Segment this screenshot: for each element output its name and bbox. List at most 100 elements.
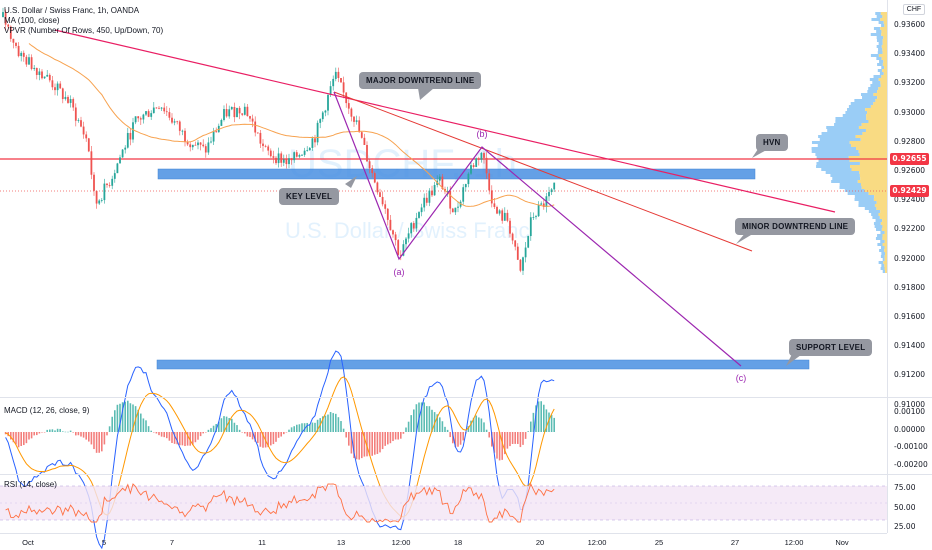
candle-body xyxy=(267,146,270,151)
macd-histogram-bar xyxy=(428,406,431,432)
panel-divider[interactable] xyxy=(0,474,932,475)
candle-body xyxy=(329,86,332,95)
legend-vpvr[interactable]: VPVR (Number Of Rows, 450, Up/Down, 70) xyxy=(4,26,164,35)
minor-downtrend-callout[interactable]: MINOR DOWNTREND LINE xyxy=(735,218,856,235)
candle-body xyxy=(12,38,15,43)
hvn-callout[interactable]: HVN xyxy=(756,134,788,151)
candle-body xyxy=(470,165,472,174)
volume-profile-up-bar xyxy=(816,165,851,168)
macd-histogram-bar xyxy=(85,432,87,440)
volume-profile-down-bar xyxy=(883,36,887,39)
macd-histogram-bar xyxy=(491,432,493,447)
volume-profile-down-bar xyxy=(881,45,887,48)
macd-histogram-bar xyxy=(322,416,324,432)
volume-profile-up-bar xyxy=(881,66,885,69)
legend-ma[interactable]: MA (100, close) xyxy=(4,16,60,25)
time-axis-tick: 12:00 xyxy=(587,538,607,547)
candle-body xyxy=(277,153,280,164)
volume-profile-up-bar xyxy=(880,246,885,249)
volume-profile-down-bar xyxy=(880,18,887,21)
price-axis-tick: 0.93200 xyxy=(894,78,926,88)
candle-body xyxy=(379,192,381,197)
macd-axis[interactable]: -0.00200 -0.00100 0.00000 0.00100 xyxy=(887,398,932,474)
legend-macd[interactable]: MACD (12, 26, close, 9) xyxy=(4,406,90,415)
rsi-axis[interactable]: 25.00 50.00 75.00 xyxy=(887,475,932,533)
macd-histogram-bar xyxy=(30,432,33,439)
volume-profile-down-bar xyxy=(885,270,887,273)
volume-profile-up-bar xyxy=(831,180,858,183)
moving-average-line xyxy=(28,43,555,207)
candle-body xyxy=(59,83,62,89)
currency-button[interactable]: CHF xyxy=(903,4,925,15)
volume-profile-down-bar xyxy=(878,213,887,216)
volume-profile-up-bar xyxy=(873,27,881,30)
macd-histogram-bar xyxy=(543,404,545,432)
candle-body xyxy=(95,190,98,204)
volume-profile-up-bar xyxy=(847,108,866,111)
volume-profile-up-bar xyxy=(873,75,882,78)
candle-body xyxy=(462,187,465,202)
macd-histogram-bar xyxy=(283,432,285,435)
volume-profile-down-bar xyxy=(884,249,887,252)
key-level-callout[interactable]: KEY LEVEL xyxy=(279,188,340,205)
time-axis-tick: 25 xyxy=(654,538,664,547)
rsi-axis-tick: 25.00 xyxy=(894,522,916,531)
volume-profile-up-bar xyxy=(845,111,868,114)
volume-profile-up-bar xyxy=(842,114,867,117)
candle-body xyxy=(64,96,67,100)
candle-body xyxy=(360,132,363,138)
volume-profile-down-bar xyxy=(878,87,887,90)
macd-histogram-bar xyxy=(517,432,519,444)
candle-body xyxy=(202,144,205,147)
volume-profile-up-bar xyxy=(869,78,879,81)
panel-divider[interactable] xyxy=(0,397,932,398)
legend-rsi[interactable]: RSI (14, close) xyxy=(4,480,57,489)
macd-histogram-bar xyxy=(298,424,301,432)
macd-histogram-bar xyxy=(530,421,532,432)
volume-profile-up-bar xyxy=(876,15,883,18)
legend-symbol[interactable]: U.S. Dollar / Swiss Franc, 1h, OANDA xyxy=(4,6,140,15)
rsi-axis-tick: 75.00 xyxy=(894,483,916,492)
candle-body xyxy=(93,174,95,191)
volume-profile-down-bar xyxy=(859,171,887,174)
macd-histogram-bar xyxy=(431,409,433,432)
candle-body xyxy=(90,151,93,175)
volume-profile-up-bar xyxy=(858,204,875,207)
macd-histogram-bar xyxy=(93,432,95,450)
price-axis[interactable]: 0.91000 0.91200 0.91400 0.91600 0.91800 0.920… xyxy=(887,0,932,409)
macd-histogram-bar xyxy=(36,432,38,436)
macd-histogram-bar xyxy=(114,410,116,432)
macd-histogram-bar xyxy=(64,431,67,433)
candle-body xyxy=(420,207,423,213)
candle-body xyxy=(537,204,540,217)
major-downtrend-callout[interactable]: MAJOR DOWNTREND LINE xyxy=(359,72,482,89)
macd-histogram-bar xyxy=(163,432,165,438)
candle-body xyxy=(319,119,322,123)
macd-histogram-bar xyxy=(80,432,82,437)
macd-histogram-bar xyxy=(366,432,368,457)
volume-profile-down-bar xyxy=(851,144,887,147)
volume-profile-up-bar xyxy=(875,237,883,240)
volume-profile-down-bar xyxy=(860,138,887,141)
support-level-callout[interactable]: SUPPORT LEVEL xyxy=(789,339,873,356)
time-axis-tick: Oct xyxy=(22,538,34,547)
candle-body xyxy=(493,203,496,207)
macd-histogram-bar xyxy=(381,432,384,450)
macd-histogram-bar xyxy=(280,432,282,437)
volume-profile-up-bar xyxy=(880,240,885,243)
candle-body xyxy=(389,219,392,231)
volume-profile-down-bar xyxy=(880,84,887,87)
volume-profile-up-bar xyxy=(870,84,881,87)
volume-profile-down-bar xyxy=(868,192,887,195)
volume-profile-down-bar xyxy=(861,186,887,189)
volume-profile-down-bar xyxy=(884,264,887,267)
macd-histogram-bar xyxy=(314,422,316,432)
macd-histogram-bar xyxy=(137,409,139,432)
candle-body xyxy=(412,223,415,229)
time-axis[interactable]: Oct 5 7 11 13 12:00 18 20 12:00 25 27 12:00 Nov xyxy=(0,533,887,550)
candle-body xyxy=(306,150,309,151)
volume-profile-up-bar xyxy=(821,168,852,171)
macd-histogram-bar xyxy=(259,432,262,447)
volume-profile-up-bar xyxy=(835,120,869,123)
